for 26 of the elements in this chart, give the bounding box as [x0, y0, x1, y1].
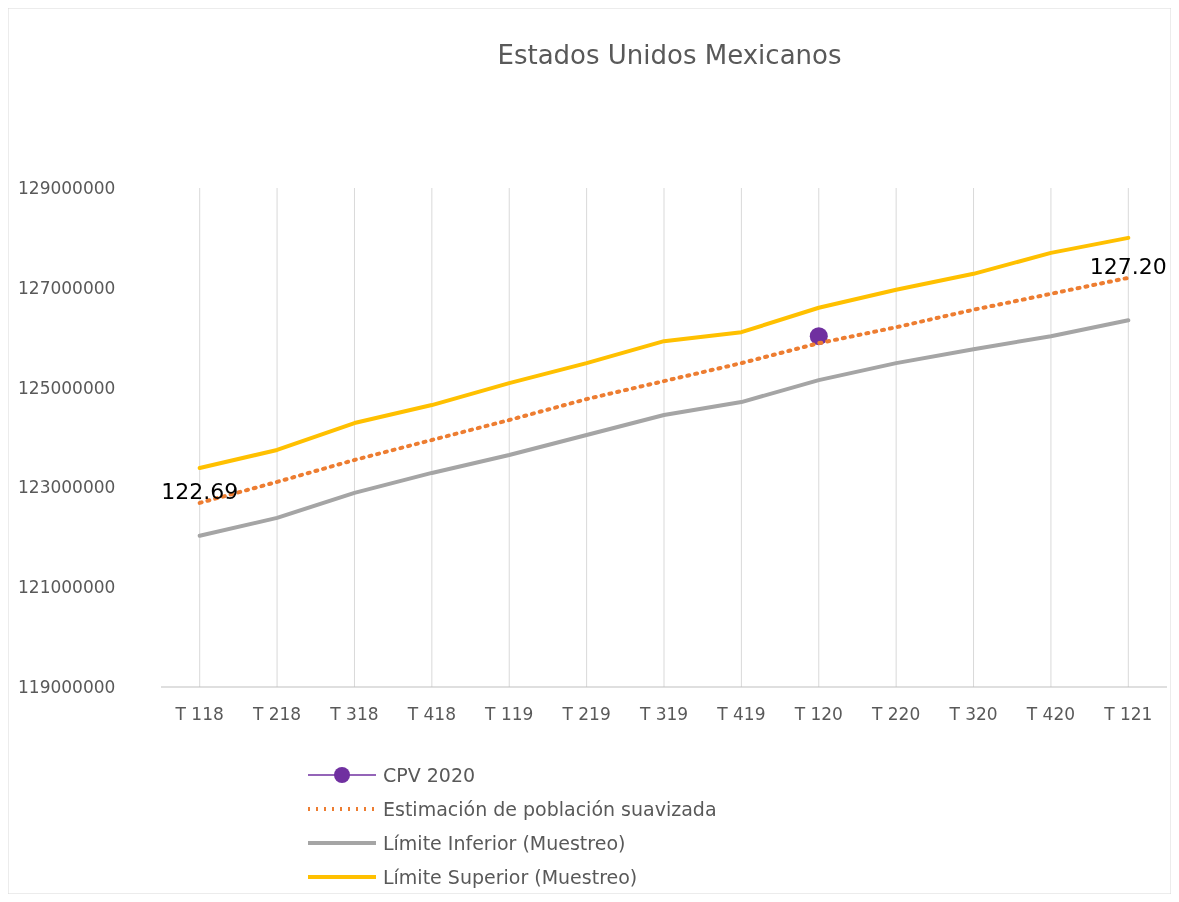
x-tick-label: T 121: [1103, 704, 1153, 724]
legend-label: Límite Inferior (Muestreo): [383, 831, 626, 854]
x-tick-label: T 419: [716, 704, 766, 724]
x-tick-label: T 218: [251, 704, 302, 724]
x-tick-label: T 418: [406, 704, 456, 724]
annotation: 122.69: [161, 478, 239, 504]
legend-label: Estimación de población suavizada: [383, 797, 717, 820]
x-tick-label: T 120: [793, 704, 843, 724]
y-tick-label: 123000000: [18, 477, 116, 498]
legend-label: Límite Superior (Muestreo): [383, 865, 638, 888]
legend-label: CPV 2020: [383, 763, 476, 786]
x-tick-label: T 420: [1025, 704, 1076, 724]
y-tick-label: 119000000: [18, 676, 116, 697]
x-tick-label: T 320: [948, 704, 998, 724]
x-tick-label: T 319: [638, 704, 689, 724]
x-tick-label: T 318: [329, 704, 379, 724]
y-tick-label: 129000000: [18, 177, 116, 198]
annotation: 127.20: [1089, 253, 1167, 279]
y-tick-label: 121000000: [18, 577, 116, 598]
y-tick-label: 127000000: [18, 277, 116, 298]
y-tick-label: 125000000: [18, 377, 116, 398]
x-tick-label: T 118: [174, 704, 224, 724]
x-tick-label: T 219: [561, 704, 611, 724]
x-tick-label: T 220: [871, 704, 921, 724]
x-tick-label: T 119: [484, 704, 534, 724]
chart-title: Estados Unidos Mexicanos: [497, 40, 842, 70]
